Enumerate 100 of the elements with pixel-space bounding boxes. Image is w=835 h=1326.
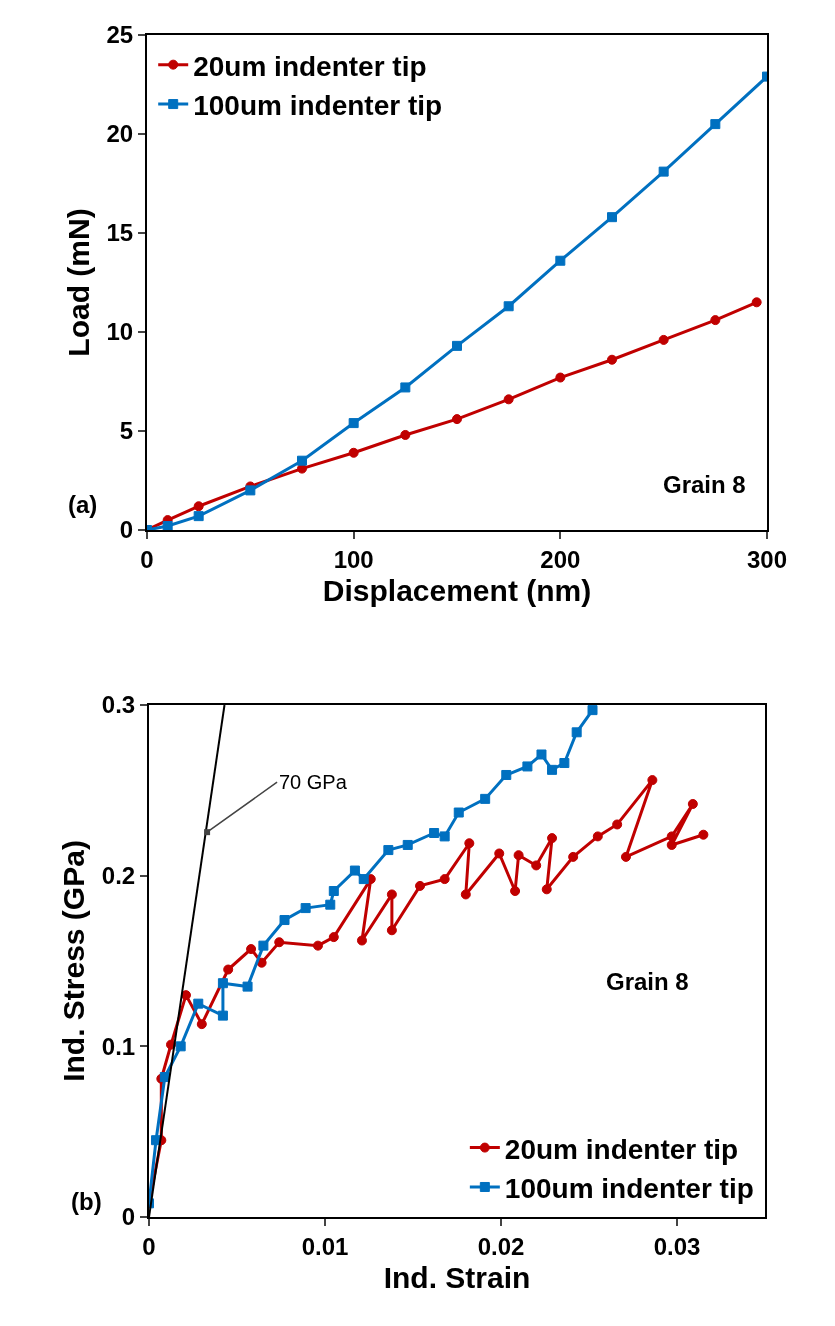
point — [242, 981, 253, 992]
point — [217, 1010, 228, 1021]
point — [274, 937, 285, 948]
point — [217, 978, 228, 989]
point — [348, 418, 359, 429]
x-tick-label: 0.03 — [653, 1232, 701, 1260]
point — [223, 964, 234, 975]
point — [356, 935, 367, 946]
point — [452, 414, 462, 425]
point — [541, 884, 552, 895]
text: (b) — [71, 1188, 102, 1215]
annotation: Grain 8 — [606, 968, 689, 995]
y-axis-title: Load (mN) — [62, 208, 95, 357]
y-tick-label: 0 — [119, 516, 134, 544]
point — [607, 354, 617, 365]
y-axis-title: Ind. Stress (GPa) — [57, 840, 91, 1082]
point — [510, 886, 521, 897]
point — [547, 764, 558, 775]
point — [555, 255, 566, 266]
point — [193, 511, 204, 522]
x-axis-title: Displacement (nm) — [322, 573, 592, 607]
y-tick-label: 0.1 — [101, 1032, 136, 1060]
point — [464, 838, 475, 849]
x-tick-label: 200 — [540, 545, 581, 573]
y-tick-label: 25 — [106, 21, 134, 49]
point — [536, 749, 547, 760]
point — [666, 831, 677, 842]
point — [246, 944, 257, 955]
point — [620, 851, 631, 862]
point — [494, 848, 505, 859]
point — [658, 166, 669, 177]
annotation: Grain 8 — [663, 471, 746, 498]
point — [612, 819, 623, 830]
annotation: 70 GPa — [279, 771, 348, 793]
x-tick-label: 0.01 — [301, 1232, 349, 1260]
point — [559, 758, 570, 769]
point — [687, 798, 698, 809]
point — [666, 839, 677, 850]
point — [503, 301, 514, 312]
x-tick-label: 300 — [746, 545, 788, 573]
point — [501, 769, 512, 780]
point — [555, 372, 566, 383]
x-tick-label: 0.02 — [477, 1232, 525, 1260]
point — [300, 903, 311, 914]
text: (a) — [68, 491, 98, 518]
point — [568, 851, 579, 862]
point — [587, 705, 598, 716]
point — [453, 807, 464, 818]
point — [647, 775, 658, 786]
legend-label: 100um indenter tip — [504, 1172, 754, 1204]
point — [279, 915, 290, 926]
point — [710, 315, 721, 326]
legend-label: 20um indenter tip — [504, 1133, 739, 1165]
x-tick-label: 0 — [140, 545, 154, 573]
point — [325, 899, 336, 910]
point — [698, 829, 709, 840]
y-tick-label: 5 — [119, 417, 134, 445]
x-axis-title: Ind. Strain — [383, 1260, 531, 1294]
point — [193, 501, 204, 512]
point — [312, 940, 323, 951]
point — [175, 1041, 186, 1052]
point — [386, 925, 397, 936]
point — [358, 874, 369, 885]
point — [439, 874, 450, 885]
point — [513, 850, 524, 861]
point — [592, 831, 603, 842]
point — [571, 727, 582, 738]
point — [452, 340, 462, 351]
y-tick-label: 0.2 — [101, 862, 136, 890]
y-tick-label: 0.3 — [101, 691, 136, 719]
legend-label: 100um indenter tip — [193, 89, 443, 121]
point — [162, 521, 173, 530]
point — [710, 119, 721, 130]
point — [402, 839, 413, 850]
point — [349, 865, 360, 876]
point — [522, 761, 533, 772]
point — [415, 880, 426, 891]
point — [503, 394, 514, 405]
point — [607, 212, 617, 223]
point — [258, 940, 269, 951]
point — [658, 334, 669, 345]
y-tick-label: 10 — [106, 318, 134, 346]
point — [193, 998, 204, 1009]
y-tick-label: 0 — [121, 1203, 136, 1231]
point — [400, 382, 411, 393]
point — [751, 297, 762, 308]
point — [297, 455, 307, 466]
point — [196, 1019, 207, 1030]
point — [348, 447, 359, 458]
y-tick-label: 15 — [106, 219, 134, 247]
point — [429, 828, 440, 838]
point — [400, 429, 411, 440]
point — [439, 831, 450, 842]
point — [383, 845, 394, 856]
y-tick-label: 20 — [106, 120, 134, 148]
point — [460, 889, 471, 900]
legend-label: 20um indenter tip — [193, 50, 427, 82]
point — [480, 793, 491, 804]
point — [328, 932, 339, 943]
x-tick-label: 0 — [142, 1232, 156, 1260]
